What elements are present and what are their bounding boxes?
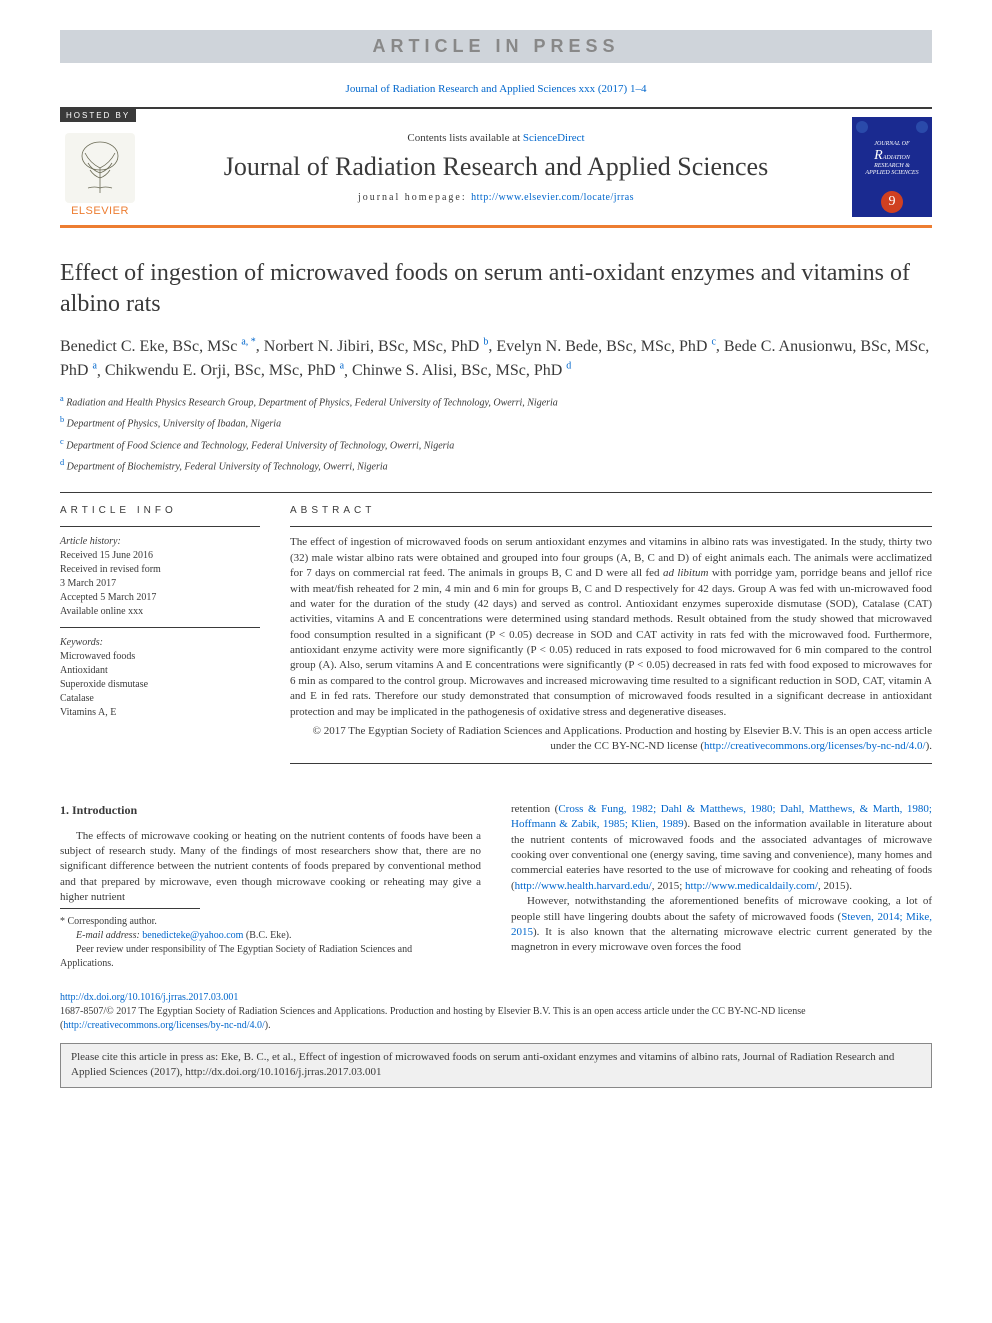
section-divider [60, 492, 932, 493]
journal-ref-link[interactable]: Journal of Radiation Research and Applie… [346, 83, 647, 95]
external-link[interactable]: http://www.health.harvard.edu/ [515, 880, 652, 892]
cover-badge-icon [856, 121, 868, 133]
journal-homepage-line: journal homepage: http://www.elsevier.co… [160, 192, 832, 203]
keyword-line: Vitamins A, E [60, 706, 260, 720]
affiliation-line: d Department of Biochemistry, Federal Un… [60, 457, 932, 474]
elsevier-logo: ELSEVIER [60, 117, 140, 217]
keyword-line: Microwaved foods [60, 650, 260, 664]
affiliation-line: b Department of Physics, University of I… [60, 414, 932, 431]
history-line: Received 15 June 2016 [60, 549, 260, 563]
doi-link[interactable]: http://dx.doi.org/10.1016/j.jrras.2017.0… [60, 992, 238, 1003]
section-heading-introduction: 1. Introduction [60, 802, 481, 819]
history-line: Available online xxx [60, 605, 260, 619]
journal-reference-line: Journal of Radiation Research and Applie… [0, 83, 992, 95]
keyword-line: Superoxide dismutase [60, 678, 260, 692]
article-history: Article history: Received 15 June 2016Re… [60, 535, 260, 619]
elsevier-wordmark: ELSEVIER [71, 205, 129, 217]
cover-title-text: JOURNAL OF RADIATION RESEARCH & APPLIED … [856, 141, 928, 176]
elsevier-tree-icon [65, 133, 135, 203]
keywords-block: Keywords: Microwaved foodsAntioxidantSup… [60, 636, 260, 720]
info-divider [60, 627, 260, 628]
cover-issue-number: 9 [881, 191, 903, 213]
journal-name: Journal of Radiation Research and Applie… [160, 152, 832, 182]
intro-paragraph: However, notwithstanding the aforementio… [511, 894, 932, 956]
citation-box: Please cite this article in press as: Ek… [60, 1043, 932, 1088]
copyright-line: © 2017 The Egyptian Society of Radiation… [290, 724, 932, 755]
journal-cover-thumbnail: JOURNAL OF RADIATION RESEARCH & APPLIED … [852, 117, 932, 217]
author-name: Norbert N. Jibiri, BSc, MSc, PhD b [264, 338, 489, 355]
sciencedirect-link[interactable]: ScienceDirect [523, 132, 585, 144]
article-info-heading: ARTICLE INFO [60, 505, 260, 516]
cover-badge-icon [916, 121, 928, 133]
history-line: Received in revised form [60, 563, 260, 577]
intro-paragraph: The effects of microwave cooking or heat… [60, 829, 481, 906]
cc-license-link[interactable]: http://creativecommons.org/licenses/by-n… [63, 1020, 264, 1031]
info-divider [290, 526, 932, 527]
cc-license-link[interactable]: http://creativecommons.org/licenses/by-n… [704, 740, 926, 752]
affiliation-line: c Department of Food Science and Technol… [60, 436, 932, 453]
article-in-press-banner: ARTICLE IN PRESS [60, 30, 932, 63]
author-list: Benedict C. Eke, BSc, MSc a, *, Norbert … [60, 334, 932, 383]
article-title: Effect of ingestion of microwaved foods … [60, 258, 932, 320]
doi-block: http://dx.doi.org/10.1016/j.jrras.2017.0… [60, 991, 932, 1033]
hosted-by-badge: HOSTED BY [60, 109, 136, 122]
history-line: 3 March 2017 [60, 577, 260, 591]
external-link[interactable]: http://www.medicaldaily.com/ [685, 880, 818, 892]
info-divider [290, 763, 932, 764]
keyword-line: Catalase [60, 692, 260, 706]
author-name: Chinwe S. Alisi, BSc, MSc, PhD d [352, 362, 571, 379]
journal-header: HOSTED BY ELSEVIER Contents lists availa… [60, 107, 932, 228]
affiliation-line: a Radiation and Health Physics Research … [60, 393, 932, 410]
email-link[interactable]: benedicteke@yahoo.com [142, 930, 243, 941]
author-name: Benedict C. Eke, BSc, MSc a, * [60, 338, 256, 355]
history-line: Accepted 5 March 2017 [60, 591, 260, 605]
peer-review-note: Peer review under responsibility of The … [60, 943, 460, 971]
contents-available-line: Contents lists available at ScienceDirec… [160, 132, 832, 144]
author-name: Evelyn N. Bede, BSc, MSc, PhD c [496, 338, 716, 355]
info-divider [60, 526, 260, 527]
abstract-body: The effect of ingestion of microwaved fo… [290, 535, 932, 720]
abstract-heading: ABSTRACT [290, 505, 932, 516]
keyword-line: Antioxidant [60, 664, 260, 678]
journal-homepage-link[interactable]: http://www.elsevier.com/locate/jrras [471, 192, 634, 203]
intro-paragraph: retention (Cross & Fung, 1982; Dahl & Ma… [511, 802, 932, 894]
author-name: Chikwendu E. Orji, BSc, MSc, PhD a [105, 362, 344, 379]
